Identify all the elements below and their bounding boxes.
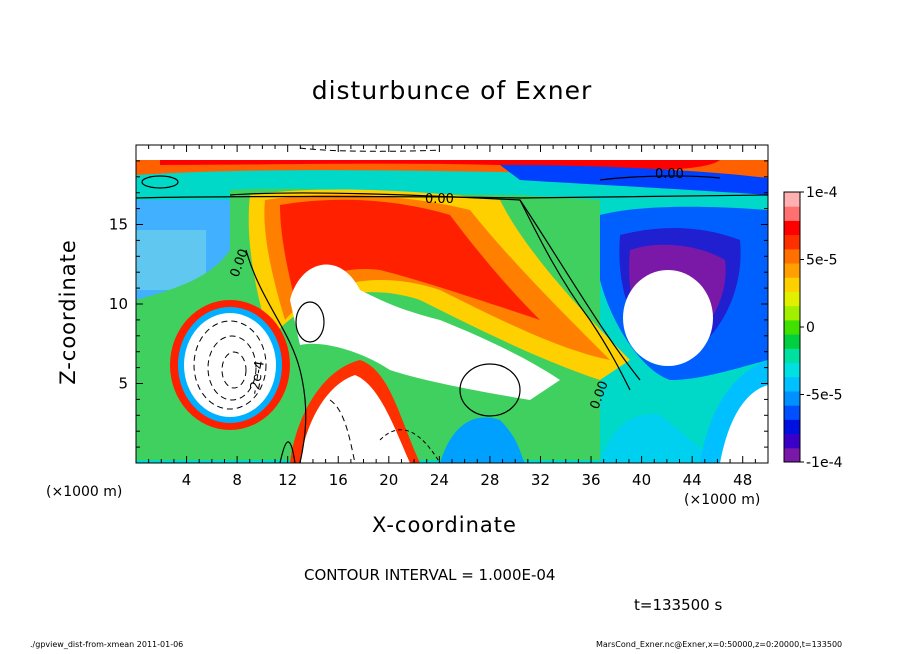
y-axis-label: Z-coordinate [56,239,80,385]
colorbar-swatch [784,291,800,307]
colorbar-tick-label: 5e-5 [806,253,837,269]
colorbar [783,191,801,463]
colorbar-swatch [784,305,800,321]
colorbar-ticks: 1e-4 5e-5 0 -5e-5 -1e-4 [800,185,843,471]
contour-interval-text: CONTOUR INTERVAL = 1.000E-04 [304,566,556,584]
y-tick-label: 15 [109,216,128,234]
colorbar-swatch [784,263,800,278]
x-unit-label-right: (×1000 m) [684,492,761,508]
colorbar-swatch [784,419,800,435]
x-tick-label: 24 [430,471,449,489]
x-tick-label: 28 [480,471,499,489]
colorbar-swatch [784,362,800,378]
colorbar-swatch [784,433,800,449]
colorbar-swatch [784,248,800,264]
chart-title: disturbunce of Exner [311,76,593,105]
colorbar-swatch [784,220,800,236]
plot-field [136,145,768,463]
y-axis: 5 10 15 [109,144,768,464]
contour-label: -2e-4 [247,360,268,396]
y-tick-label: 10 [109,295,128,313]
x-tick-label: 40 [632,471,651,489]
colorbar-swatch [784,376,800,392]
colorbar-swatch [784,447,800,463]
x-axis: 4 8 12 16 20 24 28 32 36 40 44 48 [135,145,769,489]
colorbar-tick-label: 1e-4 [806,185,838,201]
footer-left-text: ./gpview_dist-from-xmean 2011-01-06 [30,640,184,649]
colorbar-swatch [784,348,800,364]
colorbar-tick-label: -1e-4 [806,455,843,471]
x-tick-label: 12 [278,471,297,489]
x-tick-label: 20 [379,471,398,489]
x-tick-label: 44 [683,471,702,489]
colorbar-swatch [784,334,800,349]
colorbar-swatch [784,390,800,406]
colorbar-swatch [784,206,800,221]
time-text: t=133500 s [634,596,723,614]
y-tick-label: 5 [118,375,128,393]
contour-label: 0.00 [655,167,684,182]
colorbar-swatch [784,405,800,420]
x-tick-label: 32 [531,471,550,489]
colorbar-tick-label: -5e-5 [806,388,843,404]
x-tick-label: 8 [232,471,242,489]
colorbar-swatch [784,277,800,292]
x-tick-label: 48 [733,471,752,489]
colorbar-swatch [784,234,800,250]
colorbar-swatch [784,319,800,335]
contour-label: 0.00 [425,192,454,207]
x-tick-label: 36 [581,471,600,489]
footer-right-text: MarsCond_Exner.nc@Exner,x=0:50000,z=0:20… [596,640,843,649]
colorbar-swatch [784,192,800,207]
x-unit-label-left: (×1000 m) [46,484,123,500]
colorbar-tick-label: 0 [806,320,815,336]
x-axis-label: X-coordinate [372,513,517,537]
x-tick-label: 4 [182,471,192,489]
x-tick-label: 16 [329,471,348,489]
